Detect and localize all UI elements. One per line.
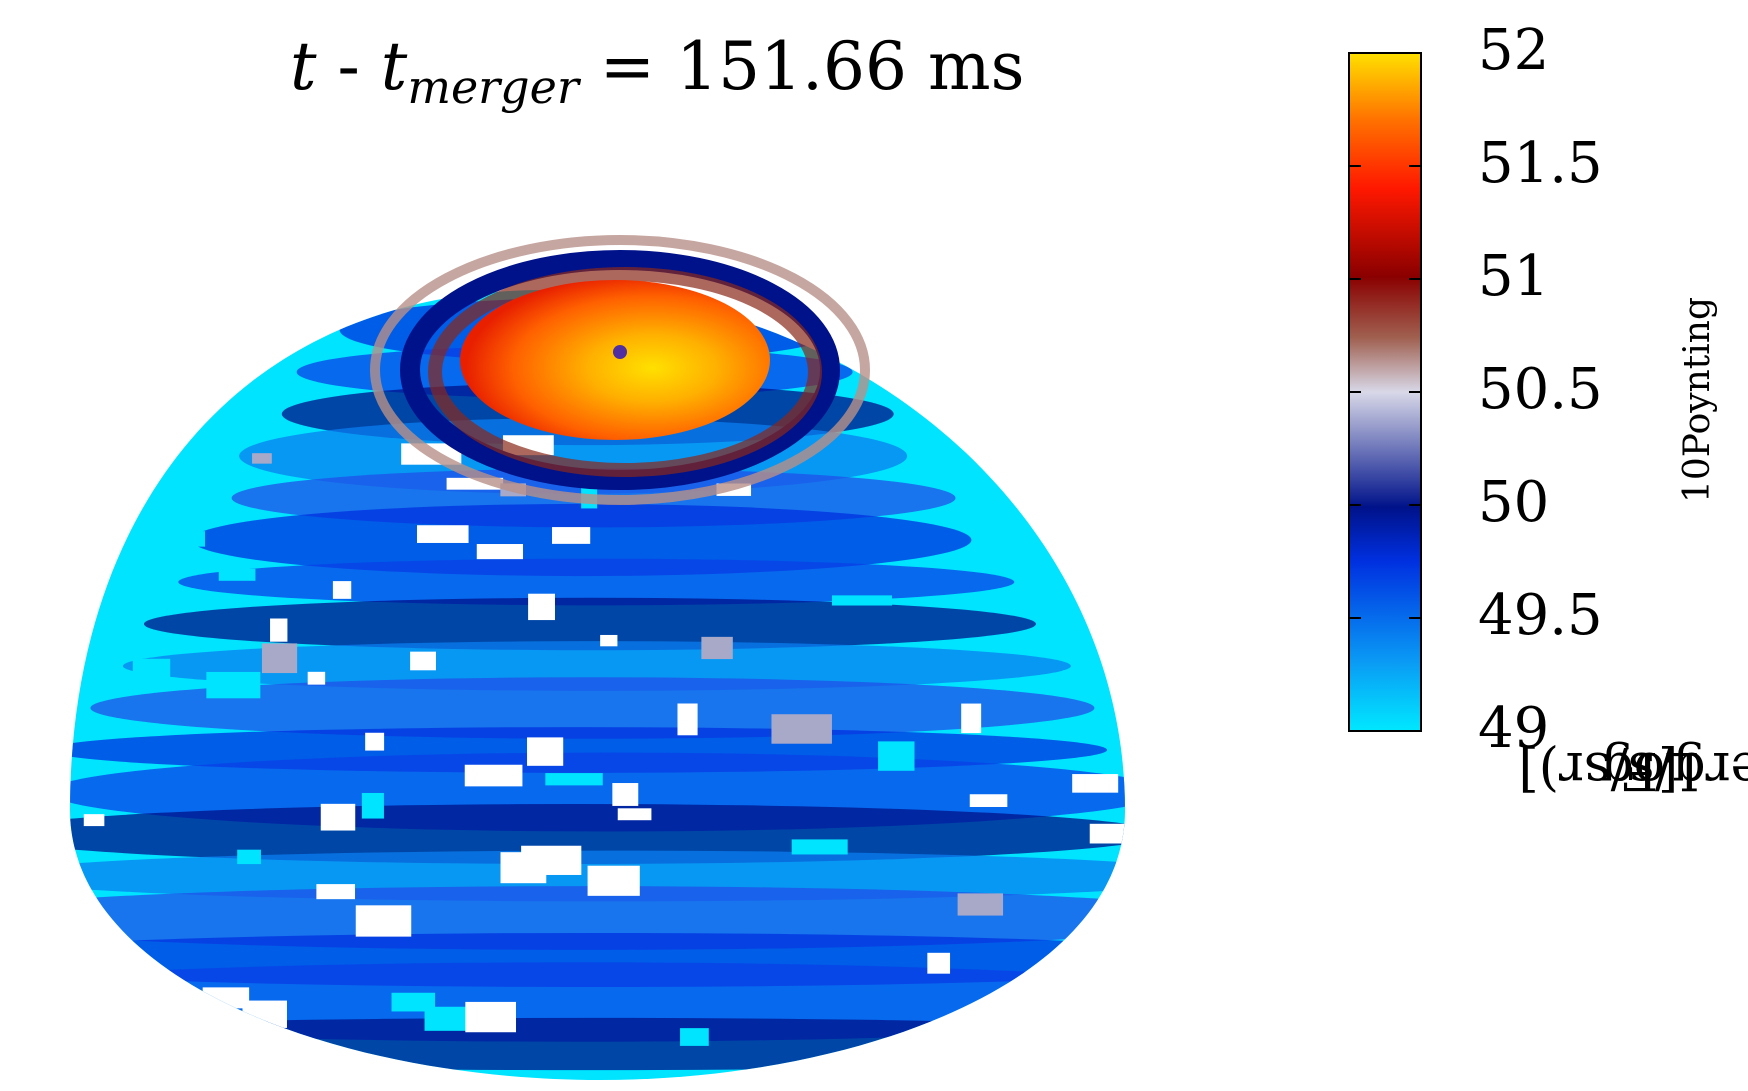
title-subscript: merger	[407, 60, 579, 114]
low-flux-patch	[831, 595, 892, 606]
low-flux-patch	[521, 845, 582, 875]
low-flux-patch	[587, 865, 640, 896]
low-flux-patch	[680, 1028, 709, 1046]
low-flux-patch	[948, 447, 989, 465]
low-flux-patch	[202, 987, 250, 1009]
title-t: t	[290, 28, 317, 105]
low-flux-patch	[83, 814, 105, 827]
colorbar-tick-marks	[1349, 165, 1421, 619]
low-flux-patch	[476, 544, 524, 560]
low-flux-patch	[332, 581, 352, 599]
low-flux-patch	[270, 618, 288, 642]
flux-band	[70, 804, 1125, 864]
low-flux-patch	[391, 992, 436, 1012]
low-flux-patch	[600, 634, 618, 647]
low-flux-patch	[320, 803, 356, 831]
low-flux-patch	[381, 920, 405, 934]
low-flux-patch	[551, 527, 591, 544]
low-flux-patch	[237, 849, 261, 865]
title-equals: = 151.66 ms	[578, 28, 1025, 105]
low-flux-patch	[1076, 934, 1122, 957]
cap-core	[460, 280, 770, 440]
colorbar-tick-label: 50.5	[1478, 357, 1603, 422]
low-flux-patch	[927, 952, 951, 974]
colorbar-tick-label: 50	[1478, 470, 1550, 535]
flux-band	[178, 558, 1015, 606]
low-flux-patch	[969, 794, 1008, 807]
low-flux-patch	[771, 714, 832, 744]
low-flux-patch	[416, 525, 469, 543]
flux-band	[143, 597, 1036, 651]
low-flux-patch	[465, 1001, 517, 1033]
colorbar-tick-label: 49.5	[1478, 583, 1603, 648]
low-flux-patch	[464, 764, 523, 787]
low-flux-patch	[878, 741, 915, 771]
title-dash: -	[316, 28, 381, 105]
low-flux-patch	[791, 839, 848, 855]
colorbar-tick-label: 49	[1478, 696, 1550, 761]
low-flux-patch	[527, 737, 564, 766]
low-flux-patch	[617, 808, 652, 821]
low-flux-patch	[1072, 774, 1119, 793]
low-flux-patch	[701, 636, 733, 660]
low-flux-patch	[161, 1004, 189, 1034]
colorbar-tick-label: 52	[1478, 18, 1550, 83]
low-flux-patch	[252, 453, 272, 464]
flux-band	[70, 886, 1125, 950]
chart-title: t - tmerger = 151.66 ms	[290, 28, 1024, 114]
cap-center-spot	[613, 345, 627, 359]
low-flux-patch	[612, 783, 639, 806]
ring-dark	[428, 267, 822, 477]
flux-band	[90, 677, 1095, 739]
low-flux-patch	[446, 477, 504, 490]
low-flux-patch	[261, 643, 298, 674]
outer-ring	[400, 250, 840, 490]
flux-band	[122, 641, 1071, 691]
low-flux-patch	[242, 1000, 287, 1028]
ring-gray	[370, 235, 870, 505]
polar-cap	[370, 235, 870, 505]
low-flux-patch	[166, 531, 206, 547]
low-flux-patch	[961, 703, 982, 734]
low-flux-patch	[528, 593, 555, 621]
low-flux-patch	[316, 884, 356, 900]
colorbar-tick-label: 51	[1478, 244, 1550, 309]
low-flux-patch	[677, 703, 698, 736]
colorbar-tick-label: 51.5	[1478, 131, 1603, 196]
low-flux-patch	[410, 651, 437, 671]
low-flux-patch	[1089, 823, 1125, 844]
low-flux-patch	[994, 593, 1012, 608]
low-flux-patch	[957, 893, 1004, 916]
title-t2: t	[380, 28, 408, 105]
low-flux-patch	[218, 568, 256, 581]
low-flux-patch	[307, 671, 326, 685]
low-flux-patch	[545, 773, 603, 786]
flux-band	[70, 1017, 1125, 1071]
low-flux-patch	[984, 1017, 1019, 1049]
low-flux-patch	[132, 658, 171, 691]
colorbar	[1348, 52, 1422, 732]
low-flux-patch	[206, 671, 261, 699]
low-flux-patch	[361, 792, 384, 819]
low-flux-patch	[365, 732, 385, 751]
